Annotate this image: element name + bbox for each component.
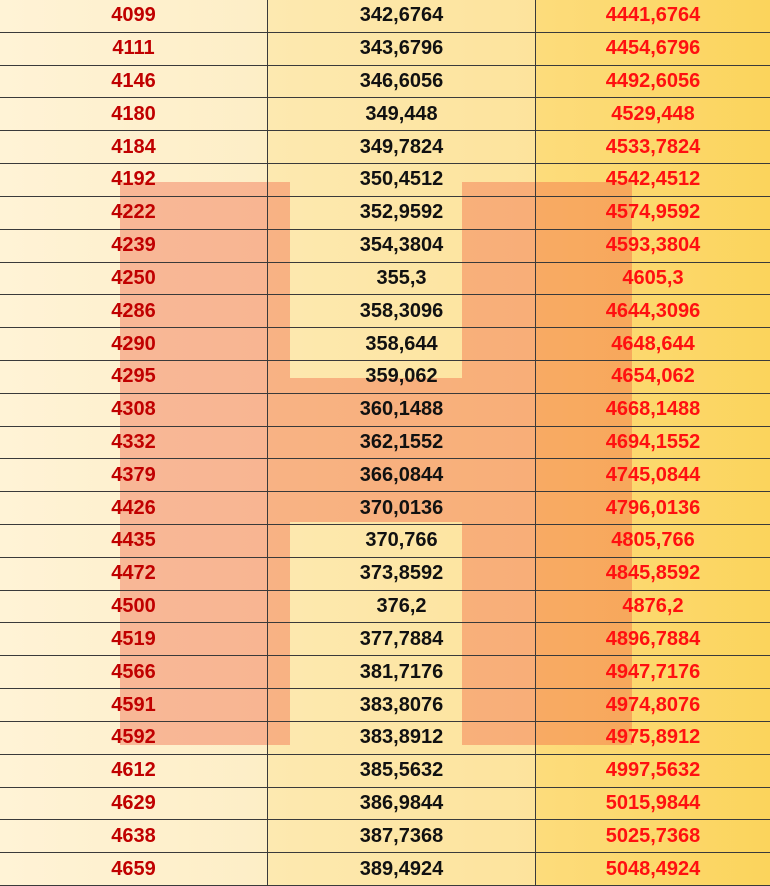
table-cell: 358,644 [268,328,536,361]
table-cell: 4290 [0,328,268,361]
table-cell: 4492,6056 [536,66,770,99]
table-cell: 4845,8592 [536,558,770,591]
table-cell: 4694,1552 [536,427,770,460]
table-cell: 4805,766 [536,525,770,558]
table-cell: 4659 [0,853,268,886]
table-cell: 4654,062 [536,361,770,394]
table-cell: 4222 [0,196,268,230]
table-cell: 342,6764 [268,0,536,33]
table-cell: 4997,5632 [536,755,770,788]
column-bg [268,0,536,886]
table-cell: 4975,8912 [536,722,770,755]
table-cell: 4648,644 [536,328,770,361]
table-cell: 377,7884 [268,623,536,657]
table-cell: 5025,7368 [536,820,770,854]
table-cell: 370,0136 [268,492,536,526]
table-cell: 4947,7176 [536,656,770,690]
table-cell: 360,1488 [268,393,536,427]
table-cell: 387,7368 [268,820,536,854]
table-cell: 4566 [0,656,268,690]
table-cell: 349,7824 [268,131,536,165]
table-cell: 4441,6764 [536,0,770,33]
table-cell: 383,8912 [268,721,536,755]
table-cell: 381,7176 [268,656,536,690]
table-cell: 4454,6796 [536,33,770,66]
table-cell: 4295 [0,360,268,394]
table-cell: 4180 [0,98,268,132]
table-cell: 350,4512 [268,164,536,197]
table-cell: 359,062 [268,360,536,394]
table-cell: 4435 [0,525,268,558]
table-cell: 386,9844 [268,787,536,821]
watermark-shape [120,182,632,745]
table-cell: 376,2 [268,590,536,624]
table-cell: 4332 [0,426,268,460]
table-cell: 383,8076 [268,689,536,722]
table-cell: 4668,1488 [536,394,770,427]
table-cell: 4250 [0,262,268,296]
table-cell: 4184 [0,131,268,165]
column-bg [536,0,770,886]
table-cell: 4533,7824 [536,131,770,165]
column-bg [0,0,268,886]
table-cell: 4638 [0,820,268,854]
table-cell: 4542,4512 [536,164,770,197]
table-cell: 4974,8076 [536,689,770,722]
table-cell: 4876,2 [536,591,770,624]
table-cell: 4500 [0,590,268,624]
table-cell: 4591 [0,689,268,722]
table-cell: 352,9592 [268,196,536,230]
table-cell: 354,3804 [268,229,536,263]
table-cell: 4574,9592 [536,197,770,230]
table-cell: 389,4924 [268,853,536,886]
table-cell: 346,6056 [268,65,536,99]
table-cell: 343,6796 [268,32,536,66]
table-cell: 4286 [0,295,268,329]
table-cell: 4796,0136 [536,492,770,526]
table-cell: 4308 [0,393,268,427]
table-cell: 4644,3096 [536,295,770,329]
table-cell: 4239 [0,229,268,263]
table-cell: 4629 [0,787,268,821]
table-cell: 4379 [0,459,268,493]
table-cell: 366,0844 [268,459,536,493]
table-cell: 4745,0844 [536,459,770,493]
table-cell: 4472 [0,557,268,591]
table-cell: 4111 [0,32,268,66]
table-cell: 4612 [0,754,268,788]
table-cell: 4519 [0,623,268,657]
table-cell: 5015,9844 [536,788,770,821]
table-cell: 5048,4924 [536,853,770,886]
table-cell: 349,448 [268,98,536,132]
table-cell: 355,3 [268,262,536,296]
table-cell: 385,5632 [268,754,536,788]
table-cell: 4592 [0,721,268,755]
table-cell: 358,3096 [268,295,536,329]
table-cell: 4896,7884 [536,623,770,657]
table-cell: 4593,3804 [536,230,770,263]
table-cell: 4146 [0,65,268,99]
table-cell: 4605,3 [536,263,770,296]
table-cell: 4192 [0,164,268,197]
table-cell: 362,1552 [268,426,536,460]
table-cell: 4099 [0,0,268,33]
table-cell: 4529,448 [536,98,770,132]
table-cell: 373,8592 [268,557,536,591]
table-cell: 4426 [0,492,268,526]
table-cell: 370,766 [268,525,536,558]
